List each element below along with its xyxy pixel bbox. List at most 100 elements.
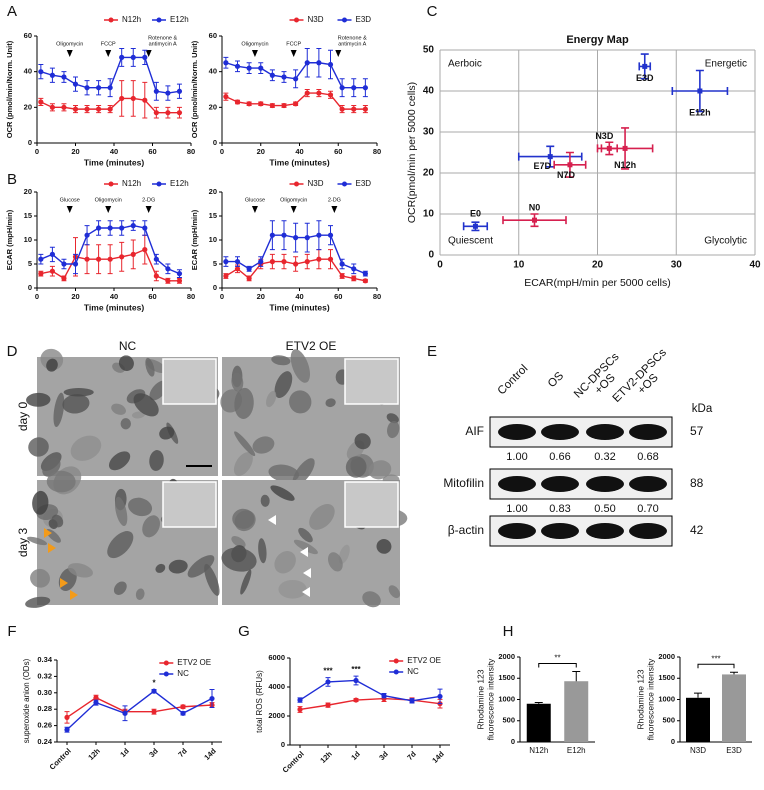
y-tick-label-group: 4000 (268, 682, 285, 691)
data-point (130, 95, 136, 102)
band (586, 424, 624, 440)
y-tick-label-group: 30 (423, 127, 435, 138)
y-tick-label: 60 (209, 31, 217, 40)
y-tick-label: 50 (423, 45, 435, 56)
significance-bracket (538, 662, 577, 668)
ratio-label: 0.32 (594, 451, 615, 463)
kda-label: 42 (690, 523, 704, 537)
organelle (159, 426, 175, 440)
point-label-group: N7D (557, 170, 576, 180)
y-tick-label-group: 0.24 (37, 737, 52, 746)
legend-marker (163, 660, 169, 666)
legend-label-group: N3D (308, 179, 324, 188)
x-tick-label-group: N3D (690, 746, 706, 755)
x-tick-label: E12h (567, 746, 586, 755)
data-point (49, 251, 56, 257)
bar (564, 681, 589, 742)
organelle (234, 431, 256, 457)
x-tick-label-group: E3D (726, 746, 742, 755)
y-tick-label-group: 0 (428, 250, 434, 261)
organelle (289, 390, 312, 414)
data-point (142, 97, 148, 103)
legend-label: ETV2 OE (177, 658, 211, 667)
legend-label-group: N12h (122, 15, 141, 24)
legend-label: E3D (356, 179, 372, 188)
organelle (120, 418, 131, 430)
ratio-label: 1.00 (506, 451, 527, 463)
organelle (345, 456, 367, 478)
row-label: β-actin (448, 523, 484, 537)
series-line (299, 679, 441, 702)
y-tick-label: 40 (209, 67, 217, 76)
organelle (149, 450, 164, 471)
organelle (368, 460, 392, 480)
data-point (316, 90, 322, 96)
chart-title: Energy Map (566, 34, 629, 46)
data-point (61, 104, 67, 110)
data-point (532, 217, 537, 223)
x-tick-label-group: 14d (430, 749, 446, 765)
annotation-group: FCCP (101, 41, 116, 47)
band (629, 476, 667, 492)
point-label-group: N0 (529, 203, 541, 213)
y-tick-label-group: 0 (671, 737, 675, 746)
y-tick-label: 0.34 (37, 655, 52, 664)
y-axis-label-group: OCR (pmol/min/Norm. Unit) (5, 40, 14, 138)
y-tick-label-group: 20 (24, 102, 32, 111)
panel-letter-group: F (7, 623, 16, 640)
x-tick-label: N3D (690, 746, 706, 755)
y-tick-label-group: 1000 (658, 694, 675, 703)
y-tick-label-group: 1500 (658, 673, 675, 682)
band (586, 523, 624, 539)
significance-bracket (697, 663, 735, 669)
data-point (84, 232, 90, 238)
x-tick-label: 1d (349, 749, 362, 762)
data-point (176, 278, 183, 284)
annotation: 2-DG (142, 197, 155, 203)
y-tick-label-group: 50 (423, 45, 435, 56)
legend-marker (108, 17, 114, 23)
x-tick-label: 20 (71, 147, 79, 156)
ratio-label-group: 0.70 (637, 503, 658, 515)
y-tick-label-group: 0.34 (37, 655, 52, 664)
y-tick-label: 1500 (498, 673, 515, 682)
data-point (96, 85, 102, 91)
legend-label: N3D (308, 15, 324, 24)
annotation: Oligomycin (241, 41, 268, 47)
data-point (327, 256, 334, 262)
y-tick-label-group: 10 (209, 235, 217, 244)
x-tick-label-group: 20 (71, 147, 79, 156)
organelle (290, 349, 310, 383)
y-tick-label: 0.26 (37, 721, 52, 730)
micrograph (25, 466, 220, 608)
point-label-group: E0 (470, 209, 481, 219)
x-tick-label-group: 60 (148, 147, 156, 156)
panel-letter-group: B (7, 171, 17, 188)
organelle (53, 392, 65, 428)
row-label-group: day 0 (16, 401, 30, 431)
panel-letter-group: G (238, 623, 250, 640)
x-axis-label: ECAR(mpH/min per 5000 cells) (524, 277, 670, 289)
arrowhead (300, 547, 308, 557)
data-point (93, 700, 99, 706)
x-tick-label-group: 10 (513, 260, 525, 271)
x-tick-label: 40 (749, 260, 761, 271)
organelle (270, 485, 295, 501)
data-point (176, 88, 183, 94)
y-tick-label: 10 (24, 235, 32, 244)
x-axis-label-group: Time (minutes) (269, 157, 329, 167)
panel-letter: A (7, 3, 17, 20)
y-axis-label-group: OCR (pmol/min/Norm. Unit) (190, 40, 199, 138)
data-point (64, 714, 70, 721)
data-point (107, 106, 113, 112)
data-point (697, 88, 703, 94)
x-tick-label: 12h (318, 749, 334, 765)
ratio-label: 0.68 (637, 451, 658, 463)
y-tick-label: 0 (428, 250, 434, 261)
organelle (234, 387, 254, 419)
x-tick-label: 0 (437, 260, 443, 271)
bar (686, 697, 710, 742)
x-tick-label-group: 60 (148, 292, 156, 301)
organelle (131, 411, 145, 419)
quadrant-label-group: Glycolytic (704, 236, 747, 247)
